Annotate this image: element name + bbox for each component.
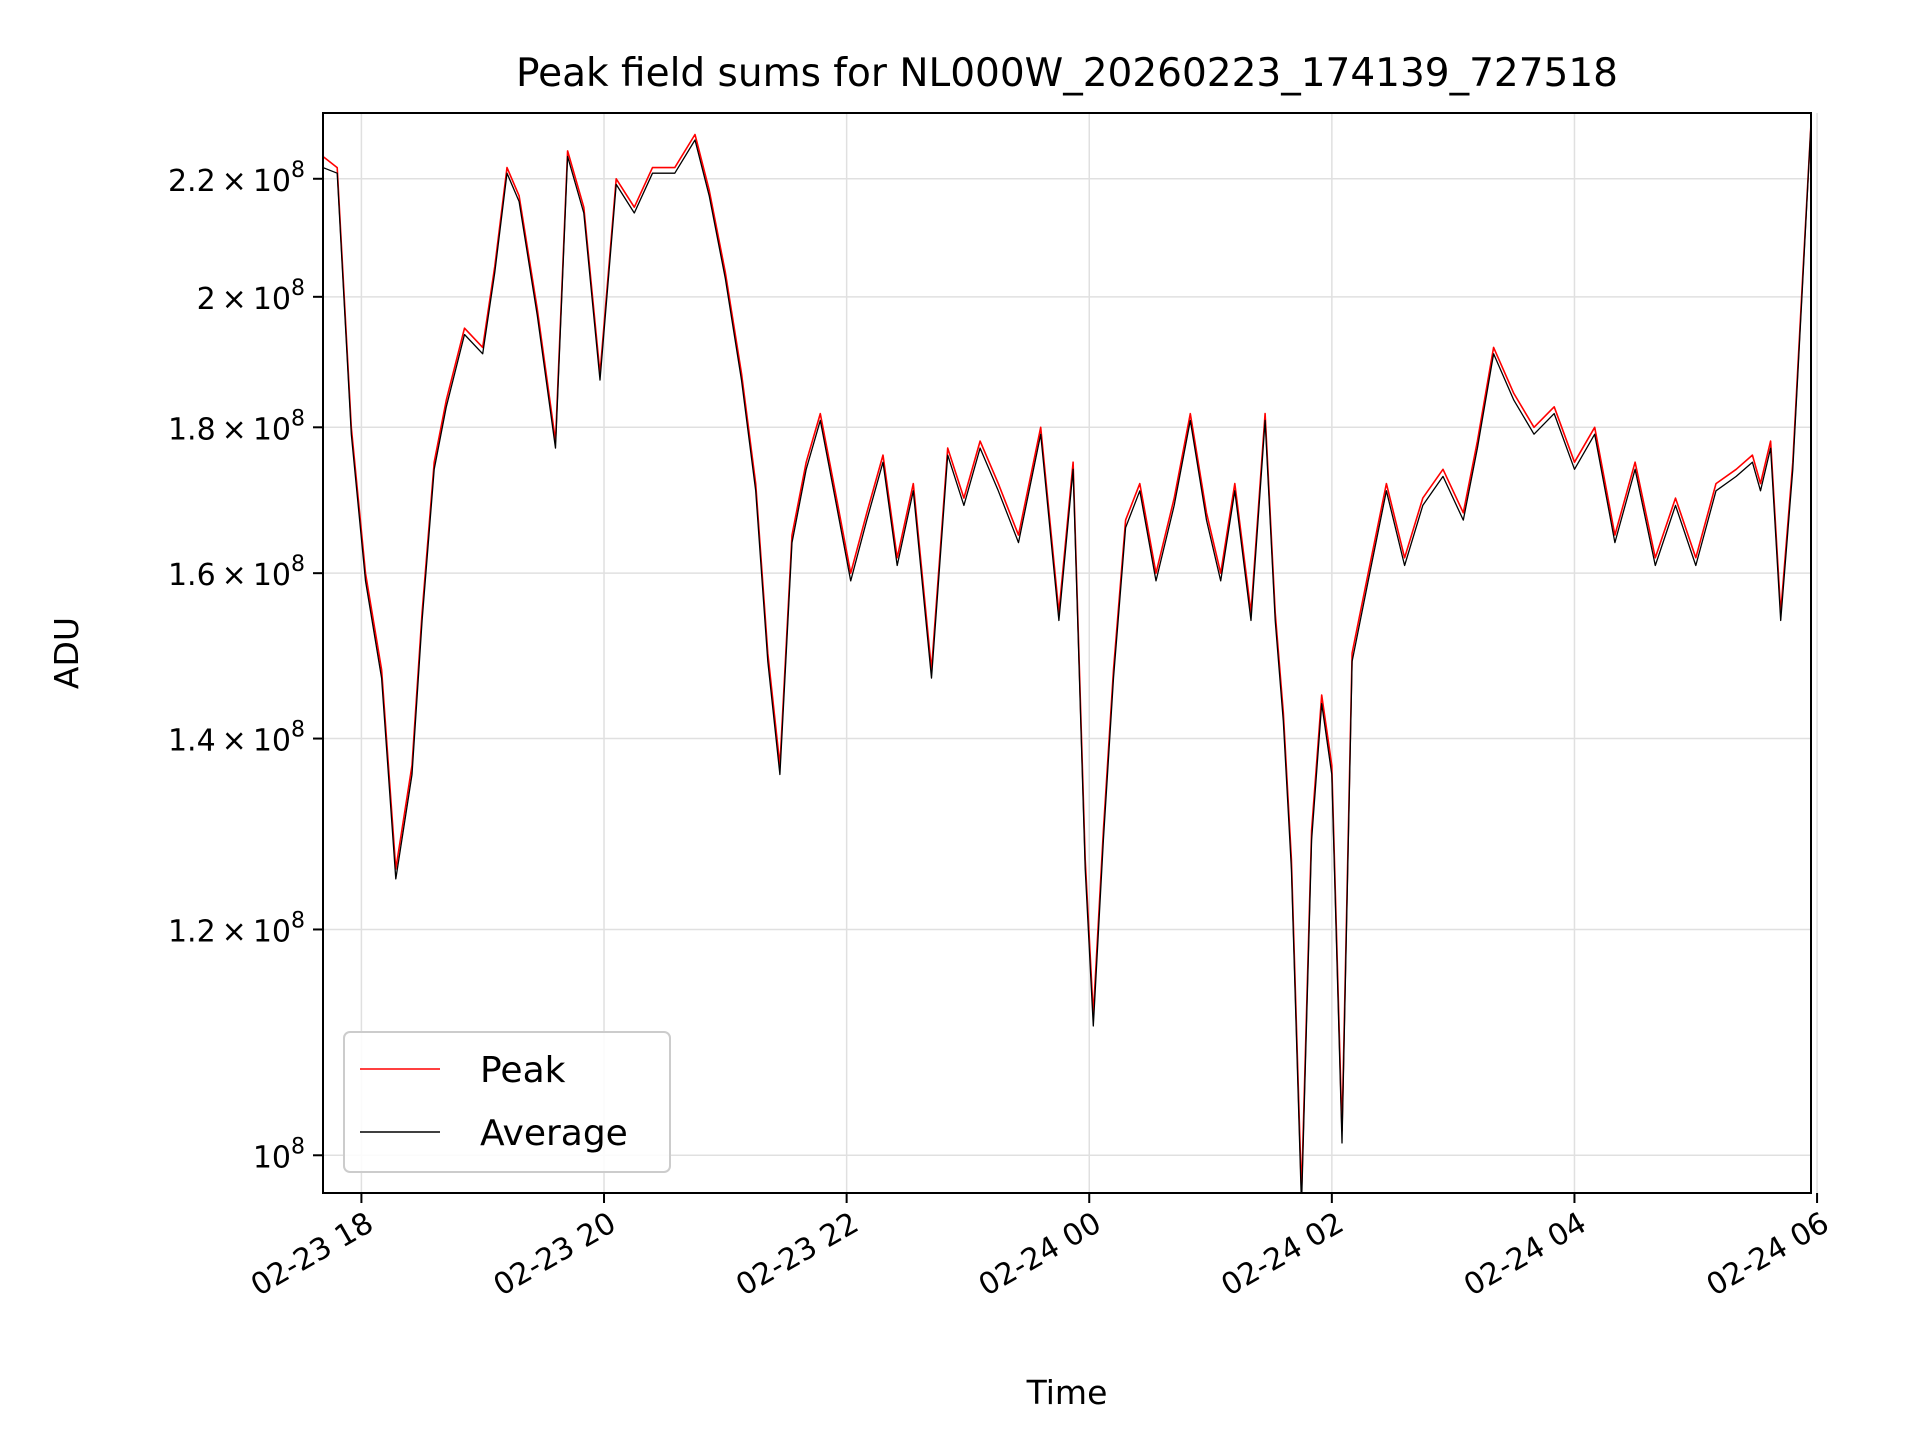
legend-label-peak: Peak: [480, 1050, 566, 1091]
y-tick-label: 2.2 × 108: [168, 158, 305, 199]
y-axis-label: ADU: [47, 617, 86, 689]
y-tick-label: 1.4 × 108: [168, 718, 305, 759]
y-tick-label: 1.8 × 108: [168, 406, 305, 447]
y-tick-label: 108: [253, 1134, 305, 1175]
plot-frame: [322, 112, 1812, 1194]
y-tick-label: 1.6 × 108: [168, 552, 305, 593]
gridlines: [323, 113, 1818, 1193]
chart-title: Peak field sums for NL000W_20260223_1741…: [516, 51, 1618, 96]
y-tick-label: 1.2 × 108: [168, 908, 305, 949]
y-tick-label: 2 × 108: [197, 276, 305, 317]
series-lines: [323, 123, 1811, 1193]
legend-label-average: Average: [480, 1113, 628, 1154]
series-line-average: [323, 123, 1811, 1193]
legend: Peak Average: [343, 1031, 671, 1173]
y-axis-ticks: 108 1.2 × 108 1.4 × 108 1.6 × 108 1.8 × 108 2…: [168, 158, 323, 1175]
legend-box: [343, 1031, 671, 1173]
x-axis-label: Time: [1026, 1373, 1108, 1412]
